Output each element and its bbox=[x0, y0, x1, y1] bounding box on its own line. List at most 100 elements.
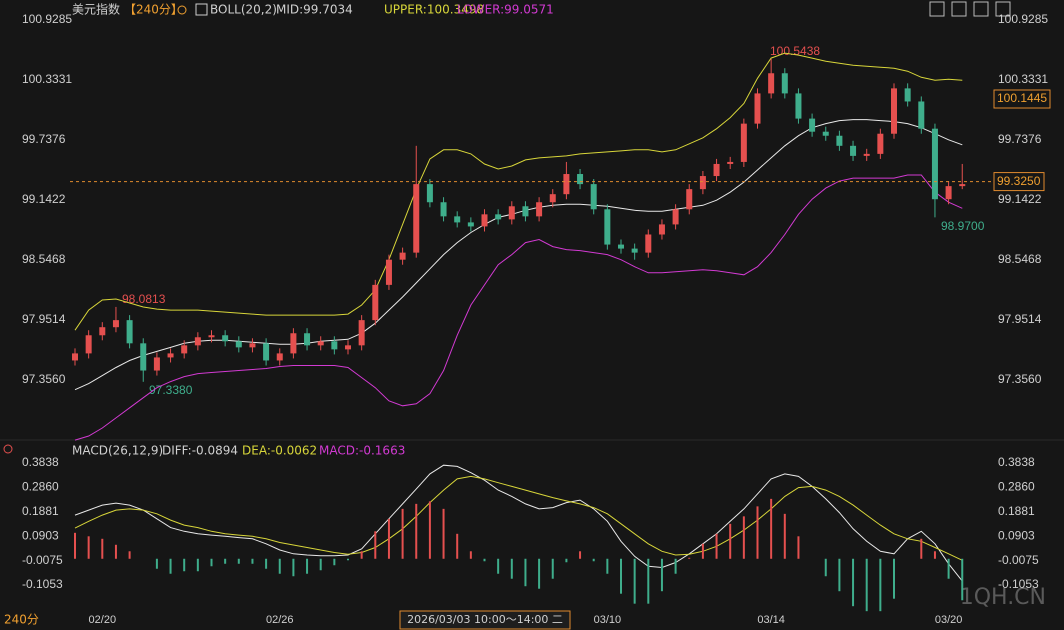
tool-button[interactable] bbox=[973, 1, 989, 17]
boll-line bbox=[74, 174, 963, 441]
macd-bar bbox=[155, 558, 158, 569]
macd-bar bbox=[497, 558, 500, 574]
candle-body bbox=[385, 259, 392, 285]
macd-bar bbox=[306, 558, 309, 574]
candle-body bbox=[549, 194, 556, 203]
add-icon[interactable] bbox=[177, 5, 187, 15]
candle-body bbox=[672, 209, 679, 225]
current-price-label: 99.3250 bbox=[997, 174, 1041, 188]
y-tick-label: 100.9285 bbox=[22, 12, 72, 26]
y-tick-label: 0.0903 bbox=[22, 528, 59, 542]
candle-body bbox=[112, 320, 119, 328]
candle-body bbox=[822, 131, 829, 136]
macd-bar bbox=[565, 558, 568, 563]
candle-body bbox=[577, 174, 584, 185]
macd-line bbox=[74, 475, 963, 561]
tool-button[interactable] bbox=[951, 1, 967, 17]
y-tick-label-right: 98.5468 bbox=[998, 252, 1042, 266]
macd-bar bbox=[237, 558, 240, 564]
candle-body bbox=[467, 222, 474, 227]
tool-button[interactable] bbox=[929, 1, 945, 17]
candle-body bbox=[495, 214, 502, 220]
macd-bar bbox=[224, 558, 227, 564]
high-annotation: 100.5438 bbox=[770, 44, 820, 58]
macd-bar bbox=[469, 551, 472, 559]
macd-bar bbox=[606, 558, 609, 574]
candle-body bbox=[399, 252, 406, 260]
macd-bar bbox=[729, 523, 732, 559]
period[interactable]: 【240分】 bbox=[124, 3, 183, 17]
candle-body bbox=[181, 345, 188, 354]
macd-bar bbox=[701, 543, 704, 559]
settings-icon[interactable] bbox=[3, 444, 13, 454]
candle-body bbox=[249, 343, 256, 348]
candle-body bbox=[563, 174, 570, 195]
x-tick-label: 02/20 bbox=[89, 614, 117, 626]
boll-line bbox=[74, 52, 963, 331]
macd-line bbox=[74, 464, 963, 582]
macd-bar bbox=[797, 536, 800, 559]
candle-body bbox=[713, 163, 720, 177]
macd-bar bbox=[128, 551, 131, 559]
legend-lower: LOWER:99.0571 bbox=[457, 3, 554, 17]
candle-body bbox=[795, 93, 802, 119]
candle-body bbox=[522, 206, 529, 217]
candle-body bbox=[699, 176, 706, 190]
legend-macd: MACD:-0.1663 bbox=[319, 444, 405, 458]
candle-body bbox=[863, 153, 870, 156]
macd-bar bbox=[169, 558, 172, 574]
macd-bar bbox=[783, 513, 786, 559]
candle-body bbox=[426, 184, 433, 203]
y-tick-label-right: 97.9514 bbox=[998, 312, 1042, 326]
x-tick-label: 03/10 bbox=[594, 614, 622, 626]
current-price-box bbox=[993, 172, 1045, 192]
candle-body bbox=[781, 73, 788, 94]
macd-bar bbox=[210, 558, 213, 567]
y-tick-label-right: 100.9285 bbox=[998, 12, 1048, 26]
high-annotation: 98.0813 bbox=[122, 292, 166, 306]
macd-bar bbox=[893, 558, 895, 599]
candle-body bbox=[959, 184, 966, 187]
macd-bar bbox=[510, 558, 513, 579]
macd-bar bbox=[196, 558, 199, 572]
tool-button[interactable] bbox=[995, 1, 1011, 17]
macd-bar bbox=[538, 558, 541, 589]
candle-body bbox=[931, 128, 938, 200]
candle-body bbox=[153, 357, 160, 371]
candle-body bbox=[208, 335, 215, 338]
low-annotation: 97.3380 bbox=[149, 383, 193, 397]
candle-body bbox=[904, 88, 911, 102]
candle-body bbox=[85, 335, 92, 354]
candle-body bbox=[508, 206, 515, 220]
macd-bar bbox=[579, 551, 582, 559]
candle-body bbox=[686, 189, 693, 210]
y-tick-label: -0.1053 bbox=[22, 577, 63, 591]
indicator-icon[interactable] bbox=[195, 3, 208, 16]
y-tick-label-right: 0.0903 bbox=[998, 528, 1035, 542]
footer-period[interactable]: 240分 bbox=[4, 613, 39, 627]
candle-body bbox=[891, 88, 897, 134]
candle-body bbox=[604, 209, 611, 245]
candle-body bbox=[768, 73, 775, 94]
candle-body bbox=[658, 224, 665, 235]
macd-bar bbox=[551, 558, 554, 579]
candle-body bbox=[126, 320, 133, 344]
macd-bar bbox=[87, 536, 90, 559]
macd-bar bbox=[742, 516, 745, 559]
candle-body bbox=[72, 353, 78, 361]
macd-bar bbox=[428, 501, 431, 559]
macd-bar bbox=[415, 503, 418, 559]
macd-bar bbox=[101, 538, 104, 559]
macd-bar bbox=[674, 558, 677, 574]
y-tick-label: 99.7376 bbox=[22, 132, 66, 146]
candle-body bbox=[536, 202, 543, 217]
crosshair-label: 2026/03/03 10:00～14:00 二 bbox=[407, 613, 563, 626]
candle-body bbox=[454, 216, 461, 223]
y-tick-label-right: -0.1053 bbox=[998, 577, 1039, 591]
candle-body bbox=[276, 353, 283, 361]
macd-bar bbox=[961, 558, 964, 601]
x-tick-label: 02/26 bbox=[266, 614, 294, 626]
macd-bar bbox=[74, 532, 76, 559]
macd-bar bbox=[360, 551, 363, 559]
candle-body bbox=[235, 341, 242, 348]
